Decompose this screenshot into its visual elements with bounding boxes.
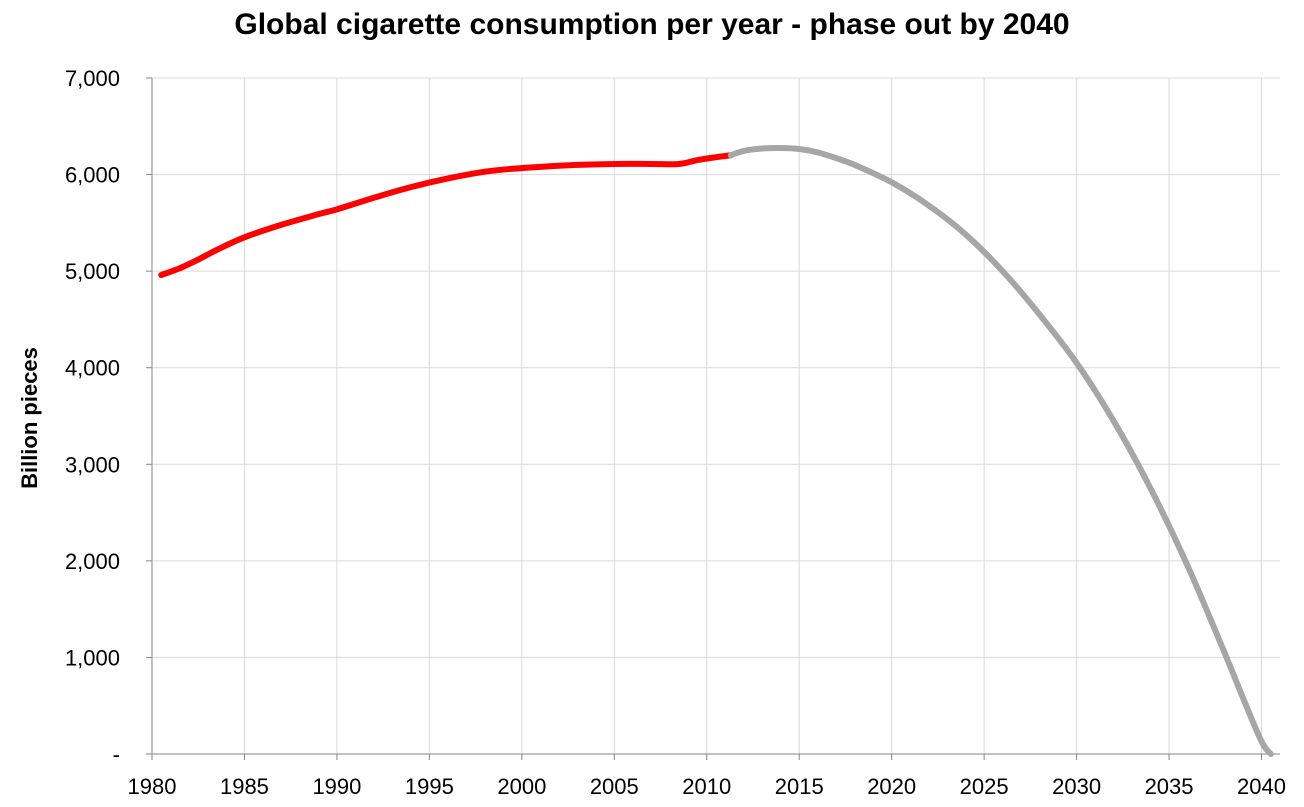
series-line-historical — [158, 152, 734, 279]
x-tick-label: 2005 — [590, 774, 639, 799]
grid — [152, 77, 1280, 754]
x-tick-label: 1995 — [405, 774, 454, 799]
y-tick-label: - — [113, 742, 120, 767]
axes — [146, 77, 1280, 760]
x-tick-label: 2040 — [1237, 774, 1286, 799]
x-tick-label: 2015 — [775, 774, 824, 799]
series-lines — [158, 144, 1274, 757]
x-tick-label: 2030 — [1052, 774, 1101, 799]
x-tick-label: 1980 — [128, 774, 177, 799]
y-tick-label: 7,000 — [65, 66, 120, 91]
x-tick-label: 1985 — [220, 774, 269, 799]
x-tick-label: 1990 — [312, 774, 361, 799]
y-tick-label: 1,000 — [65, 645, 120, 670]
series-line-projection — [727, 144, 1274, 757]
y-tick-label: 5,000 — [65, 259, 120, 284]
tick-labels: - 1,000 2,000 3,000 4,000 5,000 6,000 7,000 1980… — [65, 66, 1286, 799]
y-tick-label: 4,000 — [65, 356, 120, 381]
x-tick-label: 2020 — [867, 774, 916, 799]
chart-title: Global cigarette consumption per year - … — [234, 8, 1070, 41]
x-tick-label: 2000 — [497, 774, 546, 799]
y-tick-label: 3,000 — [65, 452, 120, 477]
x-tick-label: 2010 — [682, 774, 731, 799]
x-tick-label: 2025 — [960, 774, 1009, 799]
y-tick-label: 6,000 — [65, 163, 120, 188]
x-tick-label: 2035 — [1145, 774, 1194, 799]
y-tick-label: 2,000 — [65, 549, 120, 574]
